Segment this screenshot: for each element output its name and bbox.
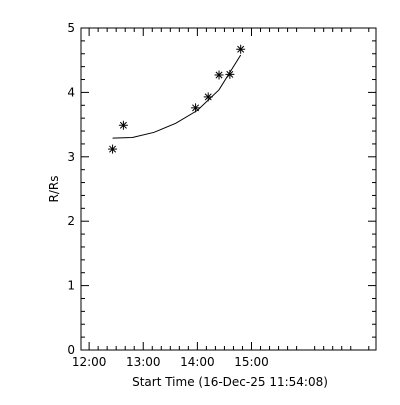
y-tick-label: 2 <box>67 214 75 228</box>
asterisk-stroke <box>119 121 127 129</box>
x-tick-label: 15:00 <box>234 355 269 369</box>
asterisk-stroke <box>226 70 234 78</box>
x-tick-label: 12:00 <box>72 355 107 369</box>
y-tick-label: 1 <box>67 279 75 293</box>
y-tick-label: 5 <box>67 21 75 35</box>
y-tick-label: 4 <box>67 85 75 99</box>
data-point <box>203 92 213 102</box>
data-point <box>108 144 118 154</box>
asterisk-stroke <box>215 71 223 79</box>
asterisk-stroke <box>204 93 212 101</box>
y-tick-label: 3 <box>67 150 75 164</box>
ticks-layer: 12:00 13:00 14:00 15:00 0 1 2 3 4 5 <box>67 21 376 369</box>
data-point <box>191 103 201 113</box>
x-axis-label: Start Time (16-Dec-25 11:54:08) <box>132 375 328 389</box>
data-point <box>225 69 235 79</box>
data-point <box>236 44 246 54</box>
data-point <box>118 120 128 130</box>
asterisk-stroke <box>109 145 117 153</box>
points-layer <box>108 44 246 154</box>
asterisk-stroke <box>237 45 245 53</box>
y-tick-label: 0 <box>67 343 75 357</box>
fit-curve-line <box>112 54 242 139</box>
y-axis-label: R/Rs <box>47 176 61 203</box>
asterisk-stroke <box>192 104 200 112</box>
x-tick-label: 13:00 <box>126 355 161 369</box>
x-tick-label: 14:00 <box>180 355 215 369</box>
plot-frame <box>80 27 377 351</box>
data-point <box>214 70 224 80</box>
fit-curve-layer <box>112 54 242 139</box>
